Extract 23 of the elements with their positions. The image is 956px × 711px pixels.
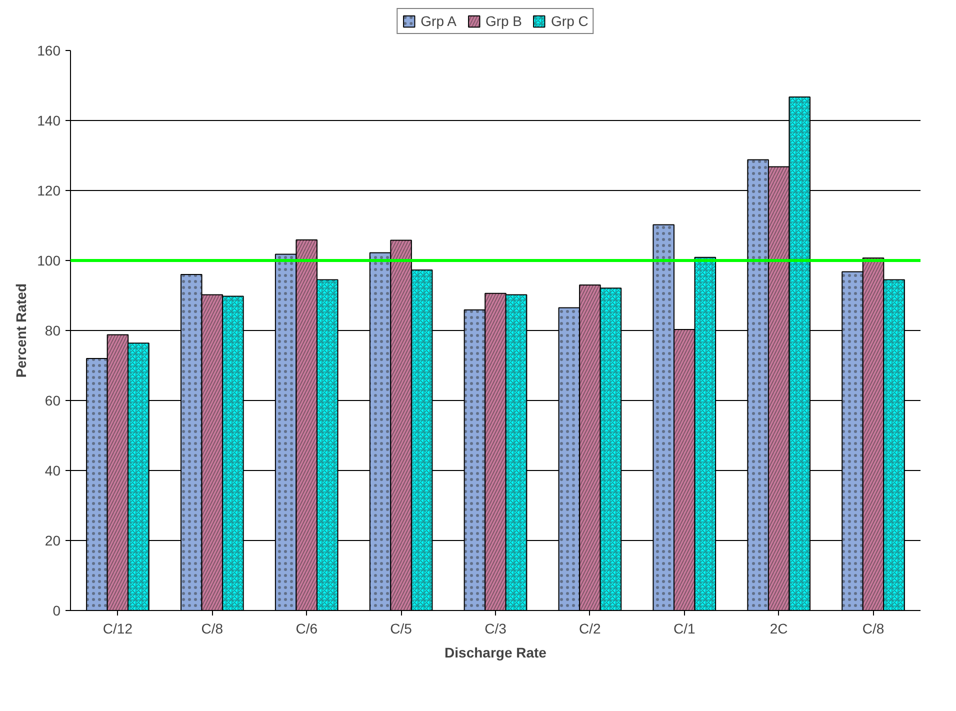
x-tick-label: C/8 [201,620,224,636]
legend-label: Grp B [485,13,522,29]
x-tick-label: C/12 [102,620,133,636]
y-tick-label: 100 [37,252,61,268]
y-tick-label: 0 [52,602,61,618]
x-tick-label: C/5 [390,620,412,636]
x-tick-label: C/1 [673,620,696,636]
x-tick-label: C/6 [296,620,318,636]
y-tick-label: 120 [37,182,61,198]
x-tick-label: C/2 [579,620,602,636]
x-tick-label: C/3 [484,620,507,636]
y-tick-label: 20 [44,532,61,548]
x-tick-label: 2C [770,620,788,636]
y-axis-title: Percent Rated [13,283,30,378]
y-tick-label: 40 [44,462,61,478]
y-tick-label: 160 [37,42,61,58]
legend-label: Grp A [420,13,456,29]
y-tick-label: 140 [37,112,61,128]
x-tick-label: C/8 [862,620,884,636]
y-tick-label: 60 [44,392,61,408]
y-tick-label: 80 [44,322,61,338]
x-axis-title: Discharge Rate [444,644,547,660]
legend-label: Grp C [551,13,588,29]
